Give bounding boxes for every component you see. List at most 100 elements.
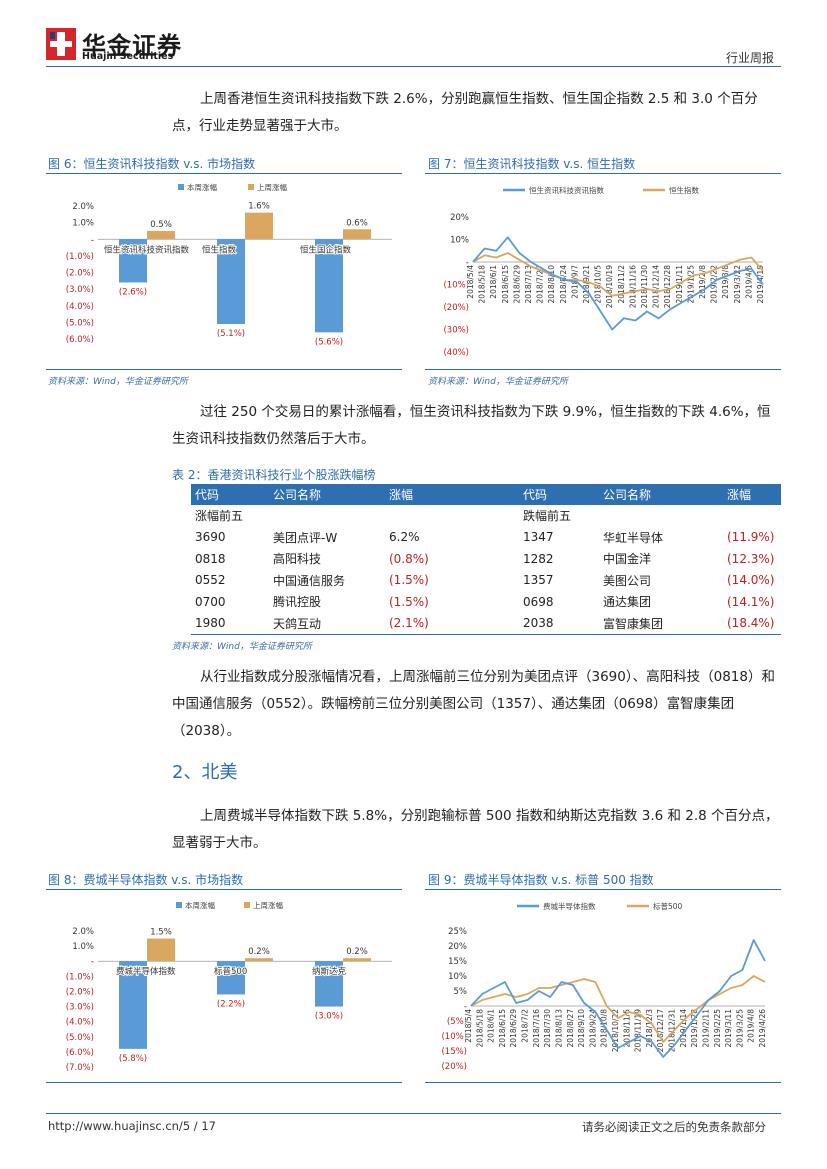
x-tick-label: 2019/2/8	[698, 265, 707, 299]
series-line	[470, 975, 766, 1043]
legend-label: 本周涨幅	[185, 900, 215, 910]
series-line	[472, 236, 764, 331]
x-tick-label: 2018/5/18	[475, 1009, 484, 1048]
legend-label: 费城半导体指数	[543, 901, 596, 911]
data-label: 0.2%	[346, 947, 368, 957]
x-tick-label: 2018/6/29	[512, 265, 521, 304]
fig6-bottom-rule	[46, 369, 402, 370]
x-tick-label: 2019/1/25	[686, 265, 695, 304]
cell: 1282	[523, 551, 554, 566]
y-tick-label: -	[464, 1002, 467, 1012]
x-tick-label: 2018/10/5	[594, 265, 603, 304]
data-label: (5.6%)	[315, 337, 343, 347]
bar-mark	[119, 239, 147, 283]
y-tick-label: (1.0%)	[66, 252, 94, 262]
y-tick-label: (30%)	[443, 326, 469, 336]
legend-swatch	[244, 902, 250, 908]
y-tick-label: 5%	[454, 987, 468, 997]
fig6-chart: 本周涨幅 上周涨幅 2.0% 1.0% - (1.0%) (2.0%) (3.0%) (4.0%…	[66, 182, 392, 347]
y-tick-label: (6.0%)	[66, 335, 94, 345]
fig7-source: 资料来源：Wind，华金证券研究所	[428, 377, 568, 387]
y-tick-label: 20%	[450, 213, 469, 223]
fig7-bottom-rule	[425, 369, 781, 370]
bar-mark	[245, 958, 273, 962]
footer-page-number: 5 / 17	[182, 1119, 216, 1133]
cell: (14.1%)	[727, 594, 775, 609]
cell: 美图公司	[603, 573, 652, 588]
footer-rule	[46, 1113, 781, 1114]
y-tick-label: (3.0%)	[66, 285, 94, 295]
y-tick-label: (7.0%)	[66, 1063, 94, 1073]
legend-label: 本周涨幅	[187, 182, 217, 192]
category-label: 恒生指数	[202, 244, 237, 255]
y-tick-label: (5%)	[447, 1017, 467, 1027]
data-label: 1.5%	[150, 928, 172, 938]
y-tick-label: (20%)	[441, 1062, 467, 1072]
fig8-bottom-rule	[46, 1082, 402, 1083]
section-title: 2、北美	[172, 762, 238, 783]
x-tick-label: 2019/2/11	[701, 1009, 710, 1048]
x-tick-label: 2018/6/29	[509, 1009, 518, 1048]
paragraph-1: 上周香港恒生资讯科技指数下跌 2.6%，分别跑赢恒生指数、恒生国企指数 2.5 …	[172, 91, 758, 134]
legend-swatch	[248, 184, 254, 190]
y-tick-label: (10%)	[441, 1032, 467, 1042]
x-tick-label: 2018/9/10	[577, 1009, 586, 1048]
doc-type-label: 行业周报	[726, 51, 775, 65]
cell: (2.1%)	[385, 612, 519, 635]
paragraph-2: 过往 250 个交易日的累计涨幅看，恒生资讯科技指数为下跌 9.9%，恒生指数的…	[172, 404, 771, 447]
y-tick-label: 10%	[450, 236, 469, 246]
x-tick-label: 2018/8/13	[554, 1009, 563, 1048]
x-tick-label: 2019/3/11	[724, 1009, 733, 1048]
y-tick-label: (6.0%)	[66, 1048, 94, 1058]
y-tick-label: 2.0%	[72, 202, 94, 212]
col-header: 涨幅	[723, 484, 781, 505]
bar-mark	[315, 239, 343, 333]
x-tick-label: 2018/6/1	[489, 265, 498, 299]
x-tick-label: 2019/1/28	[690, 1009, 699, 1048]
col-header: 代码	[191, 484, 269, 505]
cell: 通达集团	[603, 595, 652, 610]
fig7-chart: 恒生资讯科技资讯指数 恒生指数 20% 10% - (10%) (20%) (30%) (40%…	[443, 185, 765, 358]
x-tick-label: 2019/2/25	[713, 1009, 722, 1048]
header-rule	[46, 66, 781, 67]
x-tick-label: 2018/11/19	[634, 1009, 643, 1052]
fig8-title-rule	[46, 889, 402, 890]
y-tick-label: 25%	[448, 927, 467, 937]
y-tick-label: 15%	[448, 957, 467, 967]
x-tick-label: 2019/4/19	[756, 265, 765, 304]
bar-mark	[147, 938, 175, 962]
x-tick-label: 2018/6/1	[487, 1009, 496, 1043]
x-tick-label: 2019/4/8	[747, 1009, 756, 1043]
stock-table: 代码 公司名称 涨幅 代码 公司名称 涨幅 涨幅前五 跌幅前五 3690 美团点…	[191, 484, 781, 635]
col-header: 公司名称	[599, 484, 723, 505]
data-label: (5.1%)	[217, 329, 245, 339]
bar-mark	[315, 961, 343, 1007]
brand-name-en: Huajin Securities	[82, 51, 174, 62]
cell: 1980	[191, 612, 269, 635]
legend-label: 上周涨幅	[257, 182, 287, 192]
y-tick-label: (2.0%)	[66, 987, 94, 997]
x-tick-label: 2018/12/3	[645, 1009, 654, 1048]
paragraph-4: 上周费城半导体指数下跌 5.8%，分别跑输标普 500 指数和纳斯达克指数 3.…	[172, 808, 779, 851]
footer-disclaimer: 请务必阅读正文之后的免责条款部分	[582, 1120, 766, 1134]
x-tick-label: 2018/8/27	[566, 1009, 575, 1048]
data-label: (2.6%)	[119, 287, 147, 297]
category-label: 标普500	[214, 966, 247, 977]
data-label: (3.0%)	[315, 1012, 343, 1022]
y-tick-label: 20%	[448, 942, 467, 952]
legend-label: 恒生资讯科技资讯指数	[529, 185, 604, 195]
footer-url[interactable]: http://www.huajinsc.cn/5 / 17	[48, 1119, 216, 1133]
bar-mark	[147, 230, 175, 240]
cell: (14.0%)	[727, 573, 775, 588]
x-tick-label: 2019/2/22	[710, 265, 719, 304]
table-row: 1980 天鸽互动 (2.1%) 2038 富智康集团 (18.4%)	[191, 612, 781, 635]
x-tick-label: 2019/3/22	[733, 265, 742, 304]
group-label-gainers: 涨幅前五	[195, 509, 244, 524]
x-tick-label: 2018/12/17	[656, 1009, 665, 1052]
cell: (0.8%)	[389, 551, 429, 566]
x-tick-label: 2019/4/5	[744, 265, 753, 299]
y-tick-label: (40%)	[443, 348, 469, 358]
y-tick-label: (4.0%)	[66, 1018, 94, 1028]
x-tick-label: 2018/11/5	[622, 1009, 631, 1048]
cell: 3690	[195, 530, 226, 545]
